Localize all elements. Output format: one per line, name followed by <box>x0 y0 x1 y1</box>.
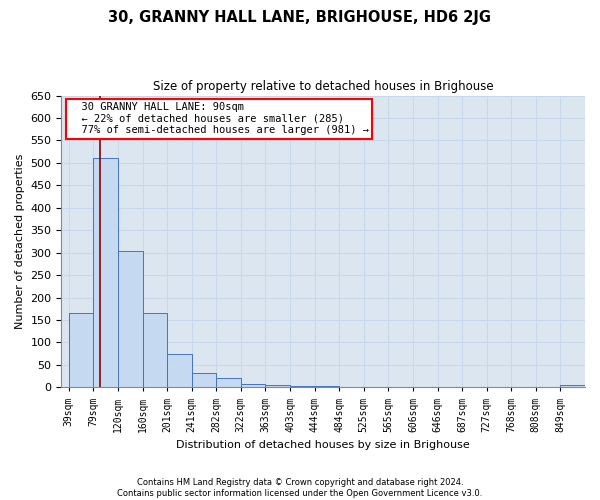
Text: Contains HM Land Registry data © Crown copyright and database right 2024.
Contai: Contains HM Land Registry data © Crown c… <box>118 478 482 498</box>
Bar <box>143 314 167 388</box>
Bar <box>241 384 265 388</box>
Bar <box>216 378 241 388</box>
Bar <box>118 252 143 388</box>
Title: Size of property relative to detached houses in Brighouse: Size of property relative to detached ho… <box>153 80 494 93</box>
X-axis label: Distribution of detached houses by size in Brighouse: Distribution of detached houses by size … <box>176 440 470 450</box>
Text: 30 GRANNY HALL LANE: 90sqm
  ← 22% of detached houses are smaller (285)
  77% of: 30 GRANNY HALL LANE: 90sqm ← 22% of deta… <box>69 102 369 136</box>
Bar <box>314 386 339 388</box>
Bar <box>290 386 314 388</box>
Bar <box>167 354 191 388</box>
Text: 30, GRANNY HALL LANE, BRIGHOUSE, HD6 2JG: 30, GRANNY HALL LANE, BRIGHOUSE, HD6 2JG <box>109 10 491 25</box>
Bar <box>265 385 290 388</box>
Bar <box>560 385 585 388</box>
Bar <box>69 314 94 388</box>
Bar <box>94 158 118 388</box>
Y-axis label: Number of detached properties: Number of detached properties <box>15 154 25 329</box>
Bar <box>191 373 216 388</box>
